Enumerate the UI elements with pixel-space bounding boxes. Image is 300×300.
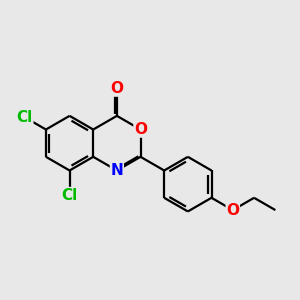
Text: O: O <box>226 202 239 217</box>
Text: Cl: Cl <box>16 110 33 125</box>
Text: N: N <box>110 163 123 178</box>
Text: O: O <box>134 122 147 137</box>
Text: O: O <box>110 81 123 96</box>
Text: Cl: Cl <box>61 188 78 202</box>
